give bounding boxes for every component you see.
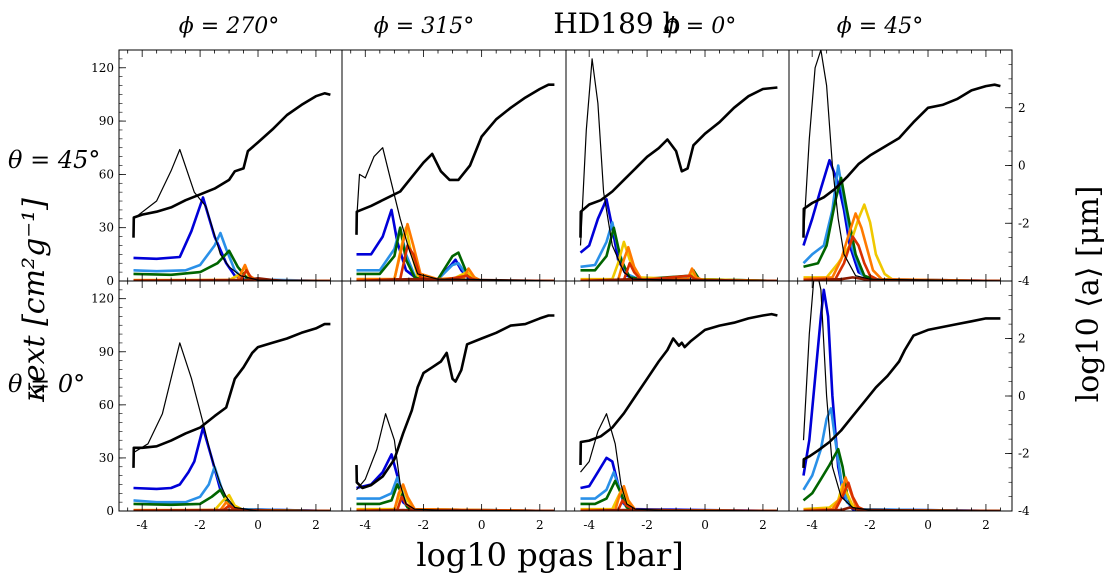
kappa-line-lightblue xyxy=(356,476,555,511)
y-axis-label-right: log10 ⟨a⟩ [μm] xyxy=(1071,186,1106,403)
y-tick-label-right: -2 xyxy=(1018,216,1030,230)
x-axis-label: log10 pgas [bar] xyxy=(416,536,683,574)
kappa-line-blue xyxy=(802,158,1001,281)
x-tick-label: -4 xyxy=(136,518,148,532)
mean-size-line xyxy=(802,83,1001,238)
kappa-total-line xyxy=(355,147,555,281)
y-tick-label-left: 0 xyxy=(106,274,114,288)
y-tick-label-right: 2 xyxy=(1018,332,1026,346)
kappa-line-darkred xyxy=(133,277,331,281)
y-axis-label-left: κext [cm²g⁻¹] xyxy=(17,198,52,403)
x-tick-label: -2 xyxy=(194,518,206,532)
kappa-line-green xyxy=(356,226,555,281)
kappa-line-red xyxy=(803,235,1001,281)
kappa-line-yellow xyxy=(803,203,1001,281)
x-tick-label: 2 xyxy=(759,518,767,532)
panel-6-lines xyxy=(355,314,555,511)
kappa-total-line xyxy=(580,413,778,511)
kappa-line-lightblue xyxy=(802,164,1001,281)
mean-size-line xyxy=(579,312,778,466)
panel-frame xyxy=(118,49,343,282)
row-label-bottom: θ = 0° xyxy=(8,370,85,398)
column-label-1: ϕ = 270° xyxy=(179,14,279,39)
x-tick-label: -4 xyxy=(583,518,595,532)
panel-frame xyxy=(341,280,567,512)
x-tick-label: 2 xyxy=(982,518,990,532)
y-tick-label-left: 90 xyxy=(99,345,114,359)
panel-frame xyxy=(565,49,790,282)
kappa-line-yellow xyxy=(580,240,778,281)
y-tick-label-right: -4 xyxy=(1018,504,1030,518)
mean-size-line xyxy=(132,92,331,238)
y-tick-label-left: 60 xyxy=(99,167,114,181)
kappa-line-green xyxy=(802,447,1001,511)
x-tick-label: 2 xyxy=(312,518,320,532)
kappa-total-line xyxy=(356,413,555,511)
y-tick-label-left: 90 xyxy=(99,114,114,128)
x-tick-label: -2 xyxy=(641,518,653,532)
mean-size-line xyxy=(132,322,331,468)
panel-5-lines xyxy=(132,322,331,511)
y-tick-label-left: 120 xyxy=(91,61,114,75)
chart-title: HD189 b xyxy=(553,7,680,40)
kappa-line-darkred xyxy=(803,276,1001,281)
mean-size-line xyxy=(355,83,555,235)
panel-1-lines xyxy=(132,92,331,281)
x-tick-label: 0 xyxy=(254,518,262,532)
x-tick-label: 2 xyxy=(536,518,544,532)
column-label-4: ϕ = 45° xyxy=(837,14,923,39)
y-tick-label-left: 60 xyxy=(99,398,114,412)
panel-4-lines xyxy=(802,50,1001,281)
panel-3-lines xyxy=(579,58,778,281)
x-tick-label: -2 xyxy=(418,518,430,532)
y-tick-label-left: 120 xyxy=(91,292,114,306)
y-tick-label-right: -4 xyxy=(1018,274,1030,288)
kappa-line-orange xyxy=(356,222,555,281)
mean-size-line xyxy=(802,317,1001,468)
column-label-2: ϕ = 315° xyxy=(374,14,474,39)
y-tick-label-left: 30 xyxy=(99,221,114,235)
panel-2-lines xyxy=(355,83,555,281)
panel-8-lines xyxy=(802,281,1001,511)
kappa-line-blue xyxy=(356,208,555,281)
x-tick-label: -4 xyxy=(359,518,371,532)
panel-frame xyxy=(565,280,790,512)
y-tick-label-right: -2 xyxy=(1018,447,1030,461)
kappa-line-blue xyxy=(802,288,1001,511)
kappa-line-green xyxy=(580,226,778,281)
plot-layer: 0 30 60 90 120 -4 -2 0 2 0 30 60 90 120 -4 -2 0 2 -4 -2 0 2 -4… xyxy=(91,49,1030,532)
mean-size-line xyxy=(355,314,555,490)
kappa-line-yellow xyxy=(356,484,555,511)
kappa-total-line xyxy=(802,50,1001,281)
kappa-line-green xyxy=(580,479,778,511)
x-tick-label: 0 xyxy=(701,518,709,532)
kappa-total-line xyxy=(133,342,331,511)
kappa-line-orange xyxy=(356,483,555,511)
y-tick-label-right: 2 xyxy=(1018,101,1026,115)
x-tick-label: -4 xyxy=(806,518,818,532)
y-tick-label-right: 0 xyxy=(1018,389,1026,403)
y-tick-label-right: 0 xyxy=(1018,159,1026,173)
x-tick-label: -2 xyxy=(864,518,876,532)
row-label-top: θ = 45° xyxy=(8,146,100,174)
panel-7-lines xyxy=(579,312,778,511)
kappa-total-line xyxy=(802,281,1001,511)
kappa-line-orange xyxy=(803,212,1001,281)
kappa-total-line xyxy=(133,148,331,281)
kappa-total-line xyxy=(579,58,778,281)
mean-size-line xyxy=(579,86,778,238)
kappa-line-green xyxy=(803,176,1001,281)
kappa-line-green xyxy=(356,483,555,511)
y-tick-label-left: 30 xyxy=(99,451,114,465)
column-label-3: ϕ = 0° xyxy=(664,14,736,39)
y-tick-label-left: 0 xyxy=(106,504,114,518)
x-tick-label: 0 xyxy=(924,518,932,532)
x-tick-label: 0 xyxy=(478,518,486,532)
